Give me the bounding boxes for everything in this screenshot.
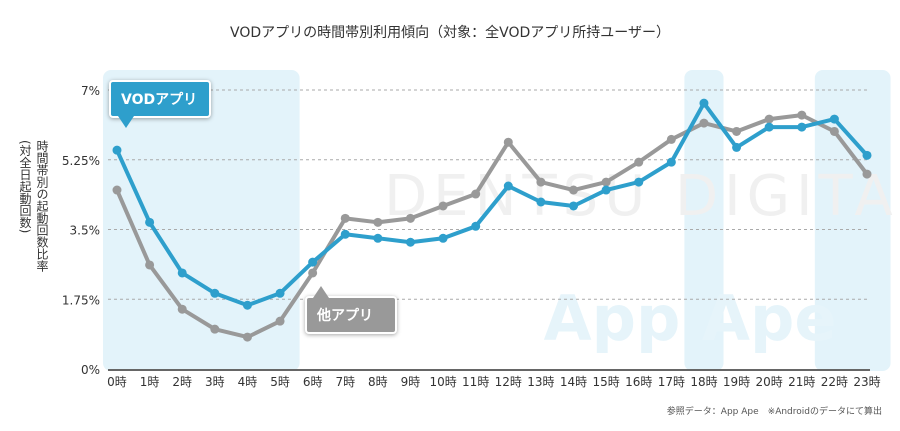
highlight-band <box>103 70 300 371</box>
data-point <box>405 213 415 223</box>
chart-title: VODアプリの時間帯別利用傾向（対象：全VODアプリ所持ユーザー） <box>230 25 670 41</box>
data-point <box>829 114 839 124</box>
series-line-0 <box>115 101 869 308</box>
data-point <box>634 177 644 187</box>
data-point <box>210 324 220 334</box>
x-tick-label: 9時 <box>401 375 421 389</box>
x-tick-label: 20時 <box>756 375 783 389</box>
data-point <box>405 237 415 247</box>
highlight-band <box>814 70 891 371</box>
x-tick-label: 10時 <box>429 375 456 389</box>
data-point <box>601 177 611 187</box>
x-tick-label: 0時 <box>107 375 127 389</box>
data-point <box>438 201 448 211</box>
y-tick-label: 1.75% <box>62 293 100 307</box>
x-tick-label: 11時 <box>462 375 489 389</box>
data-point <box>732 142 742 152</box>
y-axis-label: 時間帯別の起動回数比率 (対全日起動回数) <box>10 140 50 340</box>
data-point <box>438 233 448 243</box>
source-note: 参照データ：App Ape ※Androidのデータにて算出 <box>666 407 882 417</box>
x-tick-label: 2時 <box>172 375 192 389</box>
legend-callout-other: 他アプリ <box>305 286 397 334</box>
data-point <box>471 221 481 231</box>
data-point <box>145 217 155 227</box>
data-point <box>503 137 513 147</box>
y-tick-label: 7% <box>81 84 100 98</box>
data-point <box>177 268 187 278</box>
x-tick-label: 13時 <box>527 375 554 389</box>
data-point <box>536 197 546 207</box>
x-tick-label: 21時 <box>788 375 815 389</box>
data-point <box>177 304 187 314</box>
data-point <box>340 229 350 239</box>
y-tick-label: 0% <box>81 363 100 377</box>
data-point <box>210 288 220 298</box>
data-point <box>601 185 611 195</box>
data-point <box>862 150 872 160</box>
x-tick-label: 7時 <box>335 375 355 389</box>
data-point <box>666 157 676 167</box>
data-point <box>373 217 383 227</box>
watermark-dentsu-digital: DENTSU DIGITAL <box>384 164 900 229</box>
y-axis-label-line2: (対全日起動回数) <box>18 140 32 234</box>
data-point <box>569 201 579 211</box>
legend-callout-vod: VODアプリ <box>109 80 211 128</box>
data-point <box>242 300 252 310</box>
watermark-app-ape: App Ape <box>544 282 837 355</box>
x-tick-label: 4時 <box>238 375 258 389</box>
x-tick-label: 8時 <box>368 375 388 389</box>
data-point <box>764 114 774 124</box>
data-point <box>471 189 481 199</box>
y-tick-label: 5.25% <box>62 154 100 168</box>
data-point <box>797 110 807 120</box>
data-point <box>275 288 285 298</box>
data-point <box>112 185 122 195</box>
data-point <box>634 157 644 167</box>
x-tick-label: 5時 <box>270 375 290 389</box>
series-line-1 <box>115 113 869 340</box>
data-point <box>764 122 774 132</box>
x-tick-label: 12時 <box>495 375 522 389</box>
x-tick-label: 19時 <box>723 375 750 389</box>
y-tick-label: 3.5% <box>70 224 101 238</box>
data-point <box>275 316 285 326</box>
x-tick-label: 17時 <box>658 375 685 389</box>
x-tick-label: 16時 <box>625 375 652 389</box>
data-point <box>829 126 839 136</box>
data-point <box>112 145 122 155</box>
data-point <box>699 98 709 108</box>
x-tick-label: 22時 <box>821 375 848 389</box>
data-point <box>569 185 579 195</box>
data-point <box>699 118 709 128</box>
data-point <box>797 122 807 132</box>
x-tick-label: 14時 <box>560 375 587 389</box>
y-axis-label-line1: 時間帯別の起動回数比率 <box>35 140 49 272</box>
data-point <box>536 177 546 187</box>
data-point <box>732 126 742 136</box>
data-point <box>666 134 676 144</box>
x-tick-label: 23時 <box>853 375 880 389</box>
x-tick-label: 1時 <box>140 375 160 389</box>
x-tick-label: 15時 <box>592 375 619 389</box>
x-tick-label: 6時 <box>303 375 323 389</box>
x-tick-label: 18時 <box>690 375 717 389</box>
data-point <box>145 260 155 270</box>
data-point <box>308 268 318 278</box>
data-point <box>373 233 383 243</box>
highlight-band <box>684 70 724 371</box>
data-point <box>340 213 350 223</box>
data-point <box>242 332 252 342</box>
x-tick-label: 3時 <box>205 375 225 389</box>
data-point <box>862 169 872 179</box>
data-point <box>308 257 318 267</box>
data-point <box>503 181 513 191</box>
